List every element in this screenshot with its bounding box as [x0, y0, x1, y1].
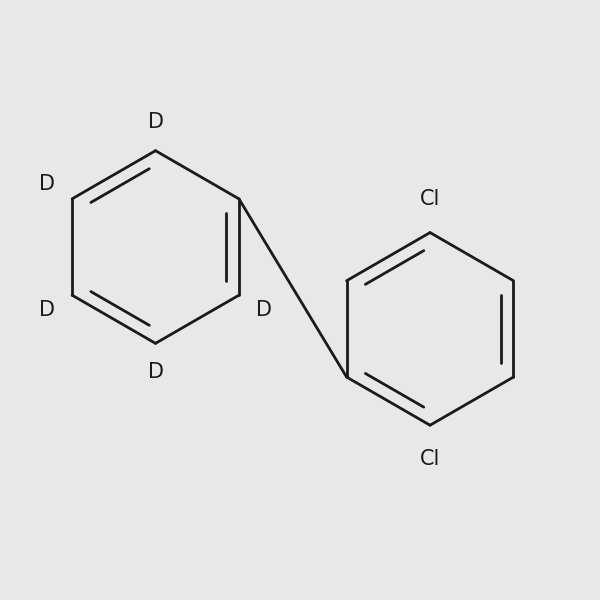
Text: Cl: Cl [420, 449, 440, 469]
Text: D: D [39, 299, 55, 320]
Text: D: D [148, 112, 164, 132]
Text: D: D [148, 362, 164, 382]
Text: Cl: Cl [420, 189, 440, 209]
Text: D: D [39, 175, 55, 194]
Text: D: D [256, 299, 272, 320]
